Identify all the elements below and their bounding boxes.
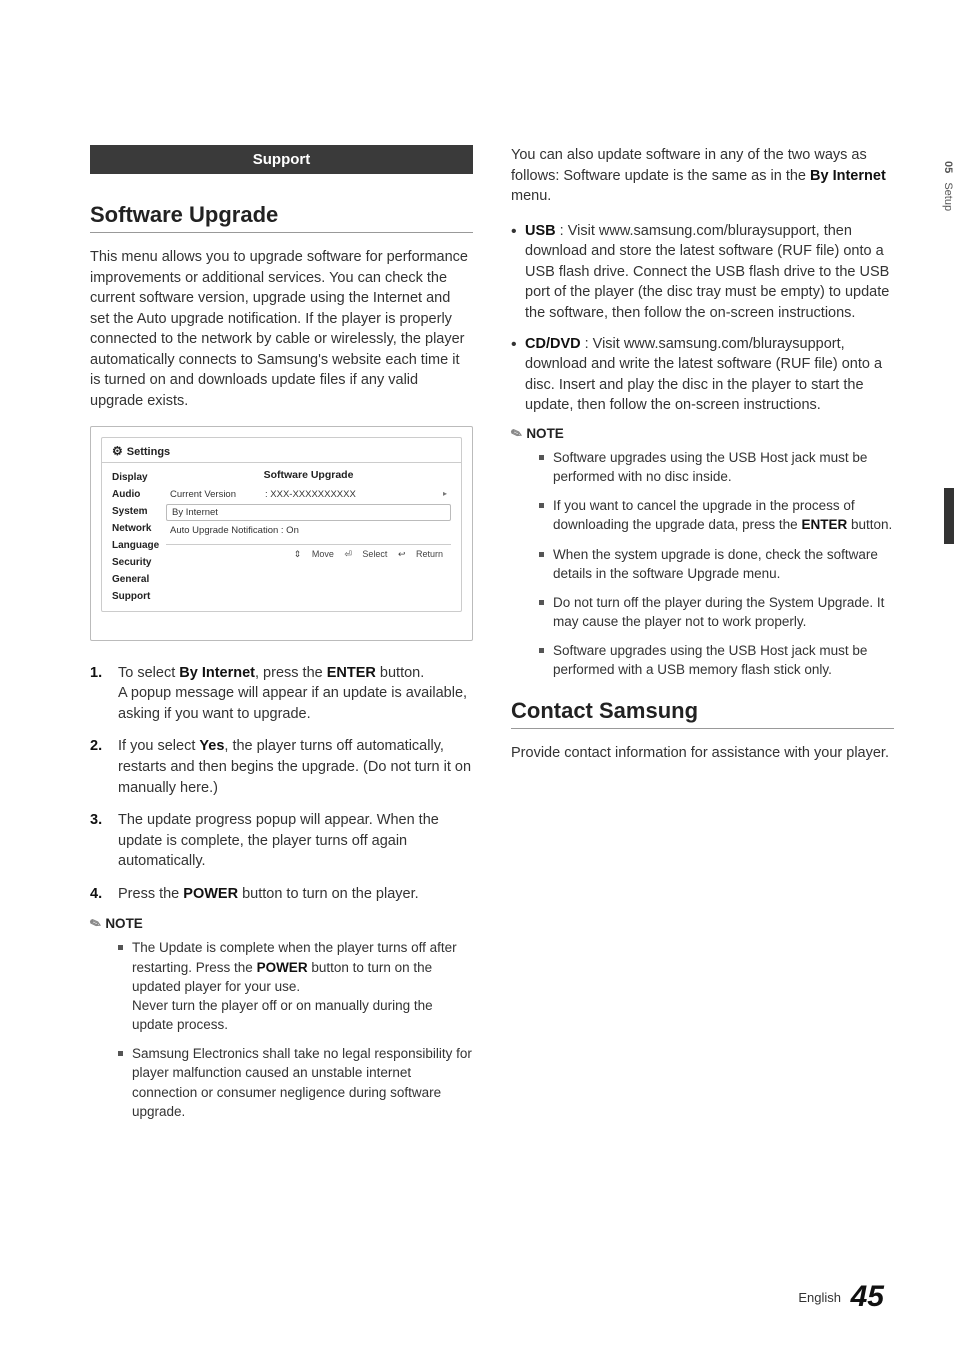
settings-header-label: Settings [127,446,170,458]
by-internet-row: By Internet [166,504,451,521]
usb-bullet: USB : Visit www.samsung.com/bluraysuppor… [511,221,894,324]
sidebar-item-network: Network [112,520,166,537]
sidebar-item-support: Support [112,588,166,605]
by-internet-label: By Internet [172,507,218,518]
page-number: 45 [851,1280,884,1313]
side-strip [944,488,954,544]
gear-icon: ⚙ [112,444,123,458]
settings-window: ⚙ Settings Display Audio System Network L… [101,437,462,612]
auto-upgrade-label: Auto Upgrade Notification : On [170,525,299,536]
auto-upgrade-row: Auto Upgrade Notification : On [166,523,451,538]
divider [90,232,473,233]
right-note-4: Do not turn off the player during the Sy… [539,593,894,631]
support-heading-bar: Support [90,145,473,174]
settings-body: Display Audio System Network Language Se… [102,463,461,611]
settings-screenshot: ⚙ Settings Display Audio System Network L… [90,426,473,641]
settings-sidebar: Display Audio System Network Language Se… [102,463,166,611]
note-icon: ✎ [88,915,104,934]
contact-samsung-title: Contact Samsung [511,698,894,724]
sidebar-item-language: Language [112,537,166,554]
step-2: If you select Yes, the player turns off … [90,736,473,798]
right-notes-list: Software upgrades using the USB Host jac… [511,448,894,680]
current-version-label: Current Version [170,489,265,500]
chapter-label: Setup [942,182,954,211]
step-1: To select By Internet, press the ENTER b… [90,663,473,725]
left-note-2: Samsung Electronics shall take no legal … [118,1044,473,1121]
software-upgrade-title: Software Upgrade [90,202,473,228]
sidebar-item-audio: Audio [112,486,166,503]
footer-language: English [798,1290,841,1305]
settings-main: Software Upgrade Current Version : XXX-X… [166,463,461,611]
hint-move: ⇕ Move [294,549,334,559]
right-note-1: Software upgrades using the USB Host jac… [539,448,894,486]
hint-select: ⏎ Select [344,549,387,559]
update-methods-list: USB : Visit www.samsung.com/bluraysuppor… [511,221,894,416]
side-tab: 05 Setup [934,155,954,275]
note-icon: ✎ [509,424,525,443]
steps-list: To select By Internet, press the ENTER b… [90,663,473,905]
divider [511,728,894,729]
right-column: You can also update software in any of t… [511,145,894,1131]
cddvd-bullet: CD/DVD : Visit www.samsung.com/bluraysup… [511,334,894,416]
left-note-1: The Update is complete when the player t… [118,938,473,1034]
chevron-right-icon: ▸ [443,489,447,500]
sidebar-item-general: General [112,571,166,588]
current-version-row: Current Version : XXX-XXXXXXXXXX ▸ [166,487,451,502]
right-note-2: If you want to cancel the upgrade in the… [539,496,894,534]
nav-hints: ⇕ Move ⏎ Select ↩ Return [166,544,451,560]
note-heading-right: ✎NOTE [511,426,894,442]
step-3: The update progress popup will appear. W… [90,810,473,872]
right-note-3: When the system upgrade is done, check t… [539,545,894,583]
hint-return: ↩ Return [398,549,443,559]
intro-paragraph: This menu allows you to upgrade software… [90,247,473,412]
note-heading-left: ✎NOTE [90,916,473,932]
current-version-value: : XXX-XXXXXXXXXX [265,489,443,500]
contact-samsung-body: Provide contact information for assistan… [511,743,894,764]
sidebar-item-security: Security [112,554,166,571]
software-upgrade-panel-title: Software Upgrade [166,469,451,481]
settings-header: ⚙ Settings [102,438,461,463]
right-note-5: Software upgrades using the USB Host jac… [539,641,894,679]
left-notes-list: The Update is complete when the player t… [90,938,473,1120]
chapter-number: 05 [942,161,954,173]
content-columns: Support Software Upgrade This menu allow… [90,145,894,1131]
sidebar-item-system: System [112,503,166,520]
page-footer: English 45 [798,1280,884,1314]
sidebar-item-display: Display [112,469,166,486]
left-column: Support Software Upgrade This menu allow… [90,145,473,1131]
right-top-paragraph: You can also update software in any of t… [511,145,894,207]
step-4: Press the POWER button to turn on the pl… [90,884,473,905]
